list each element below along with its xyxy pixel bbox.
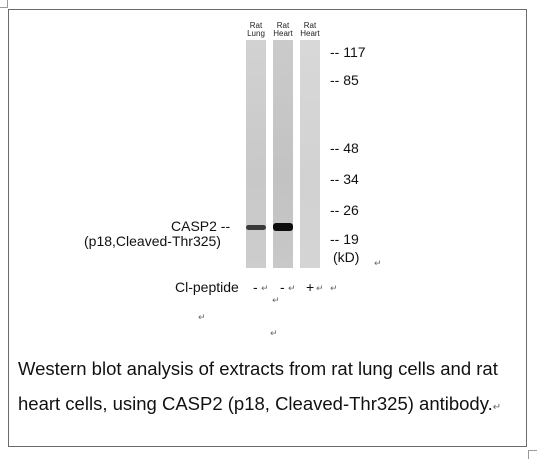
protein-band: [246, 225, 266, 230]
page-corner-mark: [0, 0, 8, 8]
protein-band: [273, 223, 293, 231]
peptide-sign-lane-2: -: [280, 279, 285, 295]
lane-label-3: Rat Heart: [300, 21, 320, 38]
mw-marker: -- 85: [330, 72, 359, 88]
unit-label: (kD): [333, 249, 360, 265]
paragraph-mark: ↵: [330, 283, 338, 293]
peptide-sign-lane-3: +: [306, 279, 315, 295]
paragraph-mark: ↵: [272, 295, 280, 305]
mw-marker: -- 48: [330, 140, 359, 156]
paragraph-mark: ↵: [492, 402, 502, 413]
paragraph-mark: ↵: [198, 312, 206, 322]
mw-marker: -- 34: [330, 171, 359, 187]
mw-marker: -- 26: [330, 202, 359, 218]
figure-frame: [8, 9, 527, 447]
lane-label-1: Rat Lung: [247, 21, 265, 38]
figure-caption: Western blot analysis of extracts from r…: [18, 351, 518, 425]
mw-marker: -- 117: [330, 44, 366, 60]
caption-text: Western blot analysis of extracts from r…: [18, 358, 498, 414]
blot-lane-3: [300, 40, 320, 268]
paragraph-mark: ↵: [316, 283, 324, 293]
blot-lane-1: [246, 40, 266, 268]
lane-label-2: Rat Heart: [273, 21, 293, 38]
paragraph-mark: ↵: [261, 283, 269, 293]
target-protein-description: (p18,Cleaved-Thr325): [84, 233, 221, 249]
paragraph-mark: ↵: [374, 258, 382, 268]
target-protein-label: CASP2 --: [171, 218, 231, 234]
paragraph-mark: ↵: [270, 328, 278, 338]
paragraph-mark: ↵: [288, 283, 296, 293]
blot-lane-2: [273, 40, 293, 268]
mw-marker: -- 19: [330, 231, 359, 247]
peptide-label: Cl-peptide: [175, 279, 239, 295]
page-corner-mark: [528, 450, 537, 459]
peptide-sign-lane-1: -: [253, 279, 258, 295]
